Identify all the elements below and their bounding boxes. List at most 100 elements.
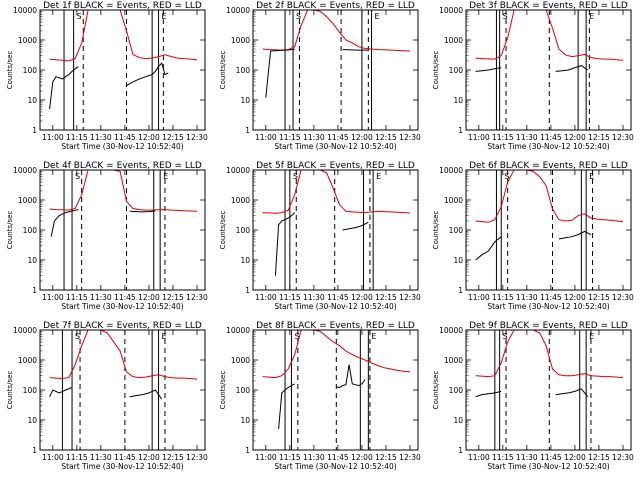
marker-flag-label: S <box>504 172 509 181</box>
x-tick-label: 12:00 <box>351 453 373 462</box>
plot-frame <box>252 9 419 131</box>
x-tick-label: 12:15 <box>588 133 610 142</box>
x-tick-label: 12:00 <box>138 453 160 462</box>
y-tick-label: 10 <box>240 416 250 425</box>
y-axis-label: Counts/sec <box>6 51 14 90</box>
y-tick-label: 10000 <box>13 166 37 175</box>
y-tick-label: 1 <box>32 286 37 295</box>
marker-flag-label: E <box>376 172 381 181</box>
marker-flag-label: E <box>371 332 376 341</box>
y-axis-label: Counts/sec <box>432 51 440 90</box>
x-tick-label: 12:30 <box>399 133 421 142</box>
marker-flag-label: S <box>293 172 298 181</box>
plot-frame <box>39 9 206 131</box>
y-tick-label: 1 <box>32 126 37 135</box>
y-axis-label: Counts/sec <box>432 371 440 410</box>
y-tick-label: 100 <box>23 386 38 395</box>
x-axis-label: Start Time (30-Nov-12 10:52:40) <box>61 142 183 151</box>
y-tick-label: 1 <box>458 446 463 455</box>
x-tick-label: 12:15 <box>375 293 397 302</box>
plot-frame <box>252 169 419 291</box>
marker-flag-label: E <box>162 12 167 21</box>
x-tick-label: 11:30 <box>303 453 325 462</box>
x-tick-label: 11:45 <box>327 293 349 302</box>
panel-title: Det 8f BLACK = Events, RED = LLD <box>256 321 415 331</box>
detector-panel: Det 2f BLACK = Events, RED = LLD Counts/s… <box>219 1 421 151</box>
y-axis-label: Counts/sec <box>6 371 14 410</box>
marker-flag-label: S <box>77 12 82 21</box>
x-tick-label: 12:00 <box>351 133 373 142</box>
x-tick-label: 11:00 <box>255 453 277 462</box>
x-tick-label: 12:30 <box>186 453 208 462</box>
x-tick-label: 12:15 <box>162 293 184 302</box>
marker-flag-label: S <box>75 172 80 181</box>
panel-title: Det 5f BLACK = Events, RED = LLD <box>256 161 415 171</box>
marker-flag-label: S <box>75 332 80 341</box>
lld-series-line <box>49 9 198 62</box>
y-tick-label: 1000 <box>444 196 463 205</box>
plot-frame <box>39 169 206 291</box>
x-tick-label: 12:15 <box>162 453 184 462</box>
x-tick-label: 11:15 <box>279 293 301 302</box>
x-tick-label: 12:00 <box>564 453 586 462</box>
y-tick-label: 10 <box>453 416 463 425</box>
x-tick-label: 11:00 <box>255 293 277 302</box>
lld-series-line <box>262 329 411 379</box>
lld-series-line <box>475 9 624 61</box>
y-axis-label: Counts/sec <box>6 211 14 250</box>
y-tick-label: 1 <box>245 286 250 295</box>
y-tick-label: 10000 <box>226 166 250 175</box>
x-axis-label: Start Time (30-Nov-12 10:52:40) <box>274 302 396 311</box>
x-tick-label: 12:30 <box>612 293 634 302</box>
detector-panel: Det 6f BLACK = Events, RED = LLD Counts/s… <box>432 161 634 311</box>
x-tick-label: 11:00 <box>468 293 490 302</box>
plot-frame <box>465 169 632 291</box>
x-tick-label: 11:30 <box>516 293 538 302</box>
y-tick-label: 100 <box>236 386 251 395</box>
detector-panel: Det 4f BLACK = Events, RED = LLD Counts/s… <box>6 161 208 311</box>
x-tick-label: 11:30 <box>303 293 325 302</box>
lld-series-line <box>262 169 411 214</box>
x-tick-label: 11:15 <box>279 133 301 142</box>
x-tick-label: 12:15 <box>588 293 610 302</box>
x-axis-label: Start Time (30-Nov-12 10:52:40) <box>274 142 396 151</box>
y-tick-label: 1000 <box>444 36 463 45</box>
y-tick-label: 1000 <box>231 196 250 205</box>
events-series-line <box>50 209 156 237</box>
x-tick-label: 11:30 <box>90 293 112 302</box>
y-tick-label: 10 <box>27 96 37 105</box>
x-tick-label: 12:30 <box>399 453 421 462</box>
marker-flag-label: E <box>163 172 168 181</box>
y-tick-label: 1000 <box>444 356 463 365</box>
x-tick-label: 11:00 <box>255 133 277 142</box>
x-tick-label: 11:00 <box>42 293 64 302</box>
x-tick-label: 11:45 <box>114 133 136 142</box>
panel-title: Det 6f BLACK = Events, RED = LLD <box>469 161 628 171</box>
x-tick-label: 12:15 <box>375 133 397 142</box>
x-tick-label: 12:30 <box>612 453 634 462</box>
y-tick-label: 100 <box>236 66 251 75</box>
y-tick-label: 100 <box>449 226 464 235</box>
x-tick-label: 11:45 <box>327 133 349 142</box>
x-tick-label: 11:45 <box>540 293 562 302</box>
y-tick-label: 1000 <box>18 356 37 365</box>
y-tick-label: 10 <box>453 256 463 265</box>
x-tick-label: 11:00 <box>42 133 64 142</box>
x-tick-label: 11:45 <box>114 453 136 462</box>
y-tick-label: 10 <box>27 256 37 265</box>
y-tick-label: 10000 <box>439 326 463 335</box>
panel-title: Det 3f BLACK = Events, RED = LLD <box>469 1 628 11</box>
x-tick-label: 12:30 <box>186 293 208 302</box>
marker-flag-label: S <box>503 12 508 21</box>
x-axis-label: Start Time (30-Nov-12 10:52:40) <box>487 142 609 151</box>
y-tick-label: 10 <box>240 256 250 265</box>
panel-title: Det 9f BLACK = Events, RED = LLD <box>469 321 628 331</box>
x-tick-label: 11:00 <box>468 453 490 462</box>
x-tick-label: 11:00 <box>42 453 64 462</box>
events-series-line <box>49 387 163 400</box>
detector-panel: Det 5f BLACK = Events, RED = LLD Counts/s… <box>219 161 421 311</box>
x-axis-label: Start Time (30-Nov-12 10:52:40) <box>487 302 609 311</box>
x-tick-label: 11:45 <box>327 453 349 462</box>
panel-title: Det 2f BLACK = Events, RED = LLD <box>256 1 415 11</box>
marker-flag-label: E <box>162 332 167 341</box>
